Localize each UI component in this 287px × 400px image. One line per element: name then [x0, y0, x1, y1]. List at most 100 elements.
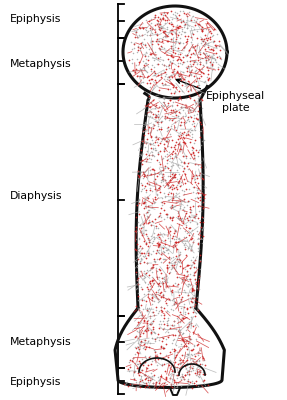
Point — [161, 176, 166, 183]
Point — [135, 277, 139, 283]
Point — [168, 90, 173, 96]
Point — [136, 319, 140, 326]
Point — [166, 156, 171, 162]
Point — [183, 32, 188, 39]
Point — [179, 88, 184, 94]
Point — [175, 102, 179, 108]
Point — [160, 155, 165, 162]
Point — [193, 295, 198, 302]
Point — [159, 179, 164, 186]
Point — [157, 241, 161, 248]
Point — [198, 170, 202, 176]
Point — [165, 322, 169, 328]
Point — [203, 371, 208, 377]
Point — [181, 342, 186, 349]
Point — [139, 284, 143, 290]
Point — [162, 69, 167, 76]
Point — [195, 16, 199, 22]
Point — [200, 360, 205, 367]
Point — [172, 228, 177, 234]
Point — [214, 43, 218, 50]
Point — [169, 265, 173, 272]
Point — [172, 174, 176, 180]
Point — [204, 20, 209, 26]
Point — [203, 41, 208, 48]
Point — [164, 65, 169, 72]
Point — [163, 379, 167, 386]
Point — [150, 62, 155, 69]
Point — [185, 378, 189, 384]
Point — [170, 103, 174, 110]
Point — [164, 138, 169, 145]
Point — [160, 362, 165, 368]
Point — [156, 60, 160, 67]
Point — [189, 34, 193, 41]
Point — [150, 37, 155, 44]
Point — [137, 376, 142, 383]
Point — [168, 59, 173, 66]
Point — [152, 145, 157, 151]
Point — [181, 23, 186, 30]
Point — [172, 243, 177, 249]
Point — [170, 84, 175, 90]
Point — [181, 315, 185, 322]
Polygon shape — [123, 6, 227, 98]
Point — [133, 28, 138, 34]
Point — [197, 357, 201, 364]
Point — [197, 374, 202, 380]
Point — [205, 382, 210, 388]
Point — [169, 36, 173, 42]
Point — [145, 287, 150, 294]
Point — [175, 315, 180, 321]
Text: Epiphysis: Epiphysis — [10, 14, 61, 24]
Point — [149, 265, 154, 272]
Point — [185, 368, 189, 375]
Point — [166, 135, 171, 142]
Point — [161, 275, 166, 282]
Point — [134, 348, 139, 355]
Point — [165, 151, 170, 157]
Point — [160, 334, 164, 340]
Point — [202, 32, 207, 38]
Point — [183, 252, 188, 258]
Point — [158, 47, 162, 54]
Point — [195, 21, 200, 28]
Point — [172, 144, 177, 150]
Point — [203, 55, 208, 62]
Point — [197, 246, 201, 252]
Point — [175, 56, 180, 62]
Point — [188, 314, 193, 320]
Point — [144, 194, 149, 200]
Point — [185, 351, 190, 357]
Point — [201, 164, 206, 171]
Point — [197, 47, 202, 54]
Point — [164, 247, 169, 254]
Point — [177, 40, 181, 47]
Point — [149, 286, 153, 293]
Point — [158, 343, 163, 350]
Point — [134, 65, 139, 72]
Point — [145, 180, 150, 186]
Point — [167, 375, 172, 381]
Point — [171, 381, 176, 387]
Point — [199, 138, 204, 145]
Point — [195, 341, 200, 347]
Point — [169, 109, 174, 116]
Point — [181, 357, 185, 364]
Point — [174, 69, 179, 75]
Point — [192, 342, 197, 349]
Point — [150, 218, 155, 224]
Point — [177, 141, 182, 147]
Point — [165, 74, 170, 80]
Point — [152, 167, 156, 173]
Point — [217, 43, 222, 50]
Point — [156, 296, 160, 302]
Point — [144, 139, 148, 146]
Point — [206, 51, 211, 58]
Point — [139, 339, 144, 345]
Point — [181, 203, 186, 210]
Point — [200, 36, 204, 42]
Point — [170, 116, 175, 122]
Point — [188, 219, 193, 226]
Point — [178, 40, 183, 47]
